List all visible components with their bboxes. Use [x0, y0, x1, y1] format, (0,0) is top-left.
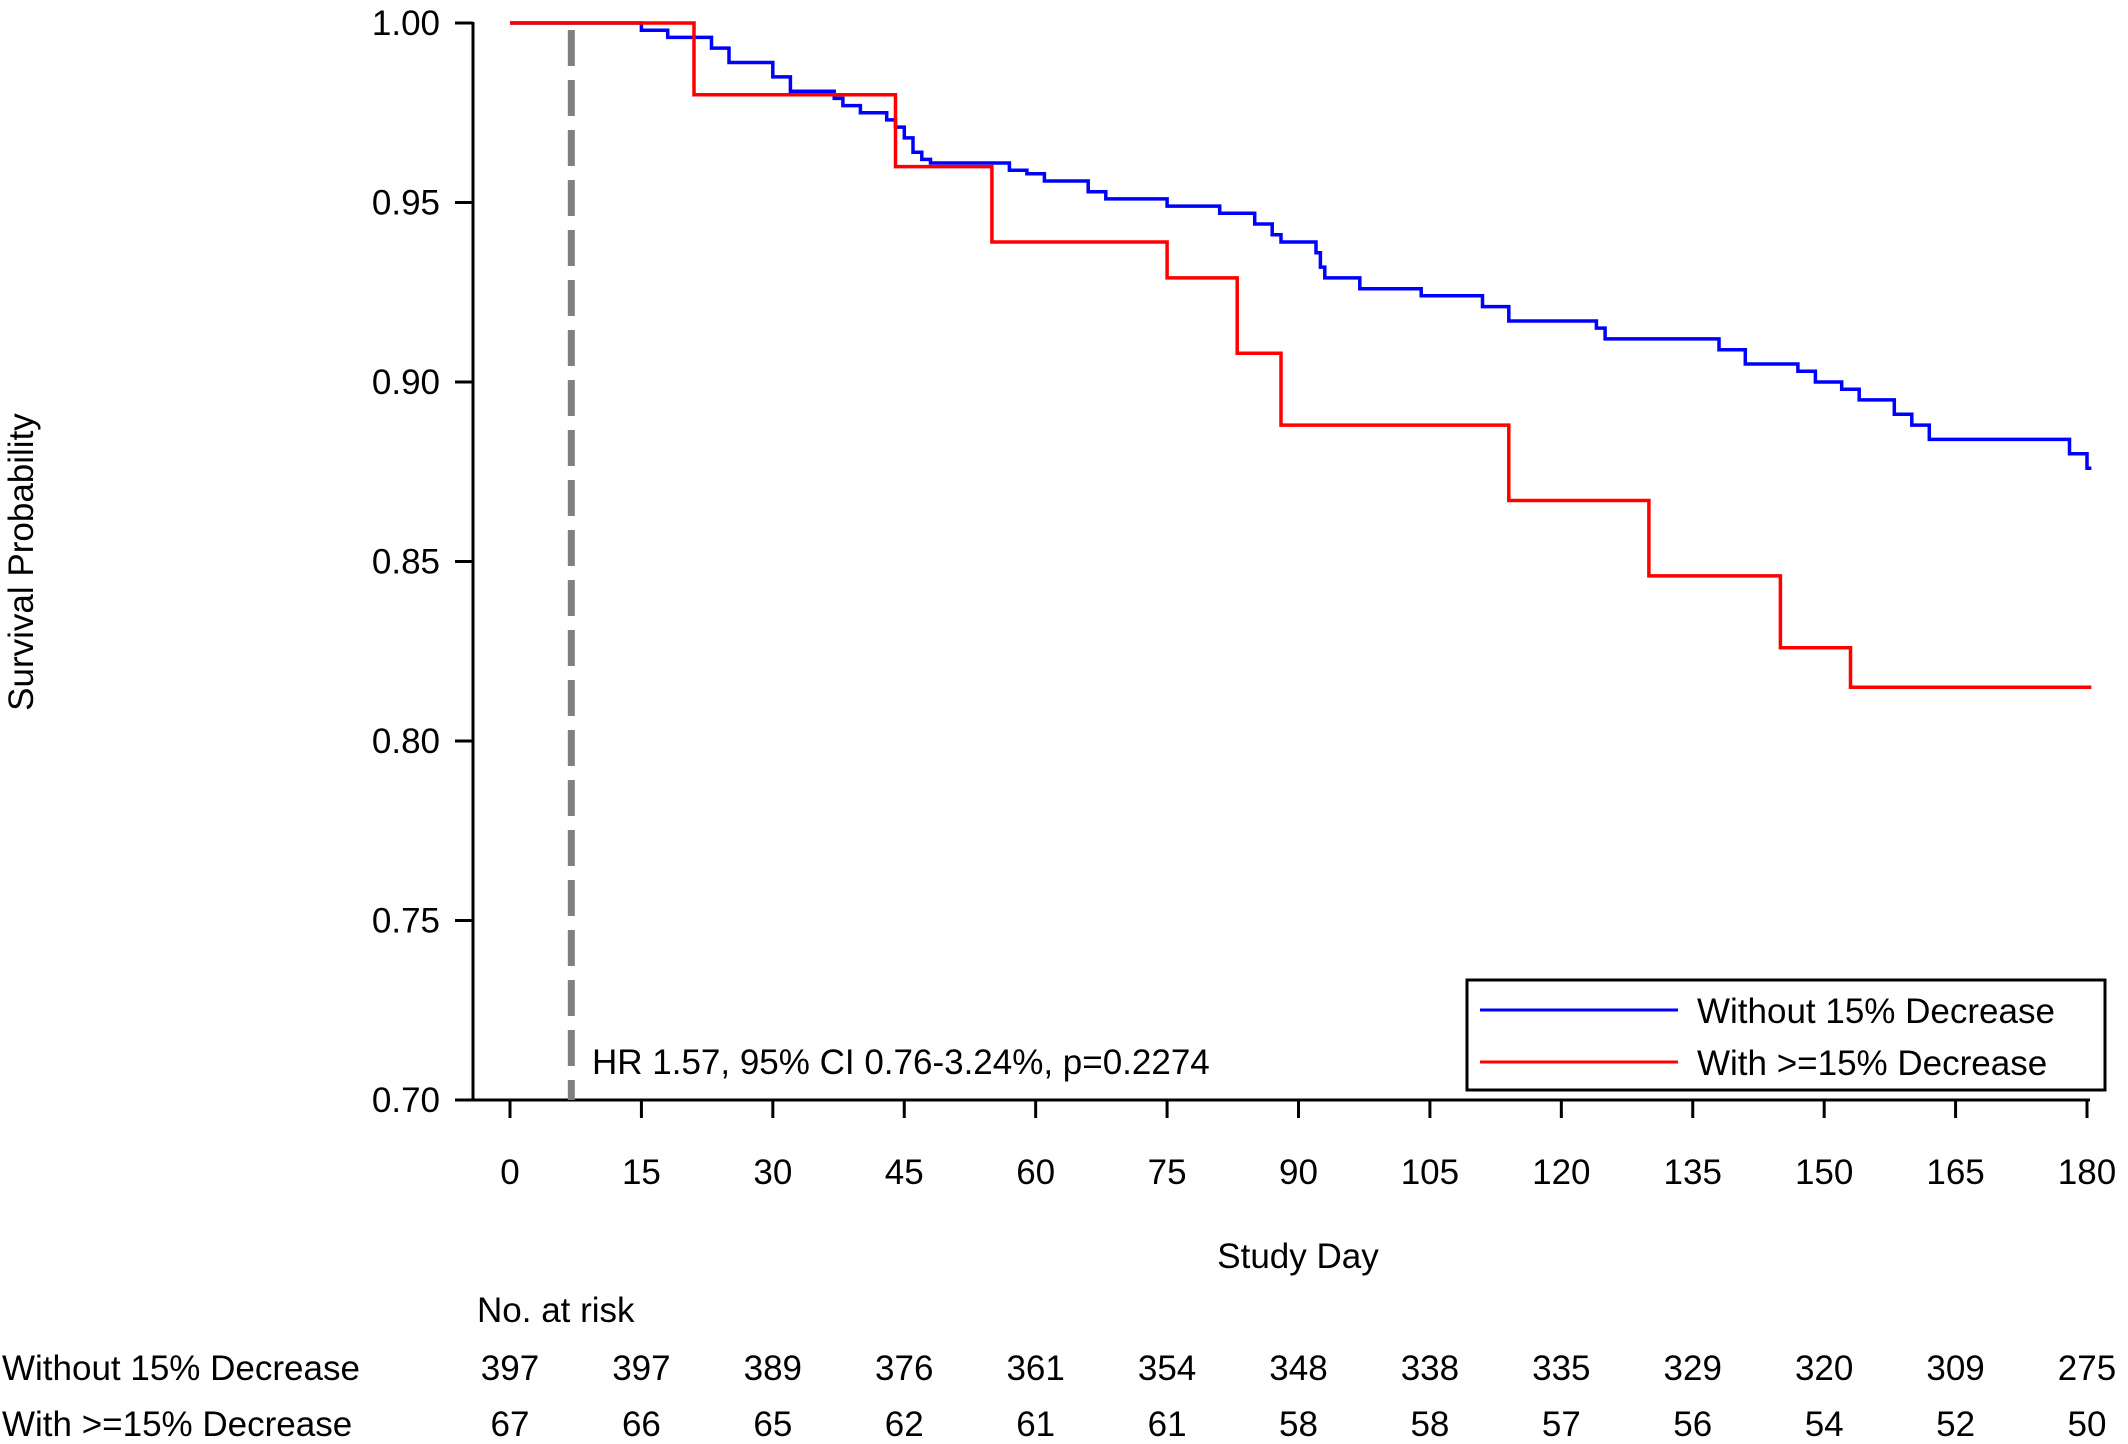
- x-tick-label: 180: [2058, 1153, 2116, 1192]
- risk-count: 65: [753, 1405, 792, 1444]
- x-tick-label: 135: [1664, 1153, 1722, 1192]
- risk-count: 67: [491, 1405, 530, 1444]
- axes: 0.70 0.75 0.80 0.85 0.90 0.95 1.00 0 15 30 45 60 75…: [372, 4, 2116, 1192]
- legend-label-with-decrease: With >=15% Decrease: [1697, 1044, 2047, 1083]
- x-tick-label: 150: [1795, 1153, 1853, 1192]
- risk-count: 57: [1542, 1405, 1581, 1444]
- risk-count: 52: [1936, 1405, 1975, 1444]
- y-tick-label: 1.00: [372, 4, 440, 43]
- risk-count: 275: [2058, 1349, 2116, 1388]
- risk-count: 56: [1673, 1405, 1712, 1444]
- risk-count: 329: [1664, 1349, 1722, 1388]
- y-ticks: 0.70 0.75 0.80 0.85 0.90 0.95 1.00: [372, 4, 473, 1120]
- risk-count: 50: [2068, 1405, 2107, 1444]
- risk-row-label-with-decrease: With >=15% Decrease: [2, 1405, 352, 1444]
- risk-count: 61: [1016, 1405, 1055, 1444]
- risk-count: 361: [1006, 1349, 1064, 1388]
- risk-table-title: No. at risk: [477, 1291, 635, 1330]
- risk-count: 335: [1532, 1349, 1590, 1388]
- x-axis-label: Study Day: [1217, 1237, 1379, 1276]
- risk-count: 397: [612, 1349, 670, 1388]
- x-tick-label: 75: [1148, 1153, 1187, 1192]
- legend-box: [1465, 978, 2107, 1092]
- y-tick-label: 0.85: [372, 543, 440, 582]
- risk-count: 397: [481, 1349, 539, 1388]
- survival-curve-with-decrease: [510, 21, 2092, 689]
- risk-count: 338: [1401, 1349, 1459, 1388]
- survival-curves: [510, 21, 2092, 689]
- survival-curve-without-decrease: [510, 21, 2092, 470]
- y-axis-label: Survival Probability: [2, 413, 41, 711]
- risk-count: 348: [1269, 1349, 1327, 1388]
- legend: Without 15% Decrease With >=15% Decrease: [1465, 978, 2107, 1092]
- x-tick-label: 90: [1279, 1153, 1318, 1192]
- risk-count: 354: [1138, 1349, 1196, 1388]
- x-tick-label: 105: [1401, 1153, 1459, 1192]
- risk-row-label-without-decrease: Without 15% Decrease: [2, 1349, 360, 1388]
- risk-count: 309: [1926, 1349, 1984, 1388]
- y-tick-label: 0.90: [372, 363, 440, 402]
- risk-count: 376: [875, 1349, 933, 1388]
- y-tick-label: 0.75: [372, 902, 440, 941]
- risk-table-values: 397 397 389 376 361 354 348 338 335 329 320 309 275 6…: [481, 1349, 2116, 1444]
- risk-count: 58: [1279, 1405, 1318, 1444]
- x-tick-label: 165: [1926, 1153, 1984, 1192]
- x-tick-label: 45: [885, 1153, 924, 1192]
- risk-count: 61: [1148, 1405, 1187, 1444]
- risk-count: 58: [1410, 1405, 1449, 1444]
- x-tick-label: 30: [753, 1153, 792, 1192]
- x-tick-label: 15: [622, 1153, 661, 1192]
- hazard-ratio-annotation: HR 1.57, 95% CI 0.76-3.24%, p=0.2274: [592, 1043, 1210, 1082]
- x-tick-label: 120: [1532, 1153, 1590, 1192]
- risk-count: 54: [1805, 1405, 1844, 1444]
- x-tick-label: 0: [500, 1153, 519, 1192]
- y-tick-label: 0.80: [372, 722, 440, 761]
- risk-count: 62: [885, 1405, 924, 1444]
- x-ticks: 0 15 30 45 60 75 90 105 120 135 150 165 180: [500, 1100, 2116, 1192]
- risk-count: 389: [744, 1349, 802, 1388]
- x-tick-label: 60: [1016, 1153, 1055, 1192]
- legend-label-without-decrease: Without 15% Decrease: [1697, 992, 2055, 1031]
- y-tick-label: 0.70: [372, 1081, 440, 1120]
- risk-count: 320: [1795, 1349, 1853, 1388]
- y-tick-label: 0.95: [372, 184, 440, 223]
- risk-count: 66: [622, 1405, 661, 1444]
